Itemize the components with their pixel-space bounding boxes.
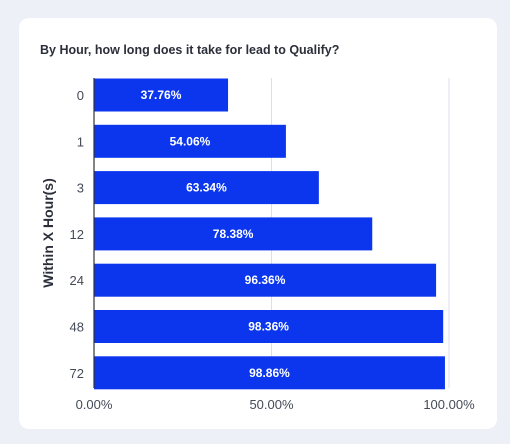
y-tick-label-24: 24	[70, 273, 84, 288]
x-tick-label-0: 0.00%	[76, 397, 113, 412]
y-tick-label-72: 72	[70, 366, 84, 381]
y-tick-label-12: 12	[70, 227, 84, 242]
data-label-72: 98.86%	[249, 366, 290, 380]
x-tick-label-1: 50.00%	[249, 397, 294, 412]
bar-48	[94, 310, 444, 343]
bar-0	[94, 78, 229, 112]
y-tick-label-1: 1	[77, 134, 84, 149]
bar-3	[94, 171, 319, 205]
data-label-3: 63.34%	[186, 181, 227, 195]
data-label-24: 96.36%	[245, 273, 286, 287]
bar-1	[94, 124, 286, 158]
x-tick-label-2: 100.00%	[423, 397, 475, 412]
bar-24	[94, 263, 437, 297]
chart-title: By Hour, how long does it take for lead …	[40, 43, 340, 57]
y-tick-label-3: 3	[77, 181, 84, 196]
data-label-12: 78.38%	[213, 227, 254, 241]
y-tick-label-0: 0	[77, 88, 84, 103]
data-label-0: 37.76%	[141, 88, 182, 102]
data-label-1: 54.06%	[170, 134, 211, 148]
data-label-48: 98.36%	[248, 320, 289, 334]
bar-12	[94, 217, 373, 251]
bar-72	[94, 356, 445, 390]
y-tick-label-48: 48	[70, 320, 84, 335]
